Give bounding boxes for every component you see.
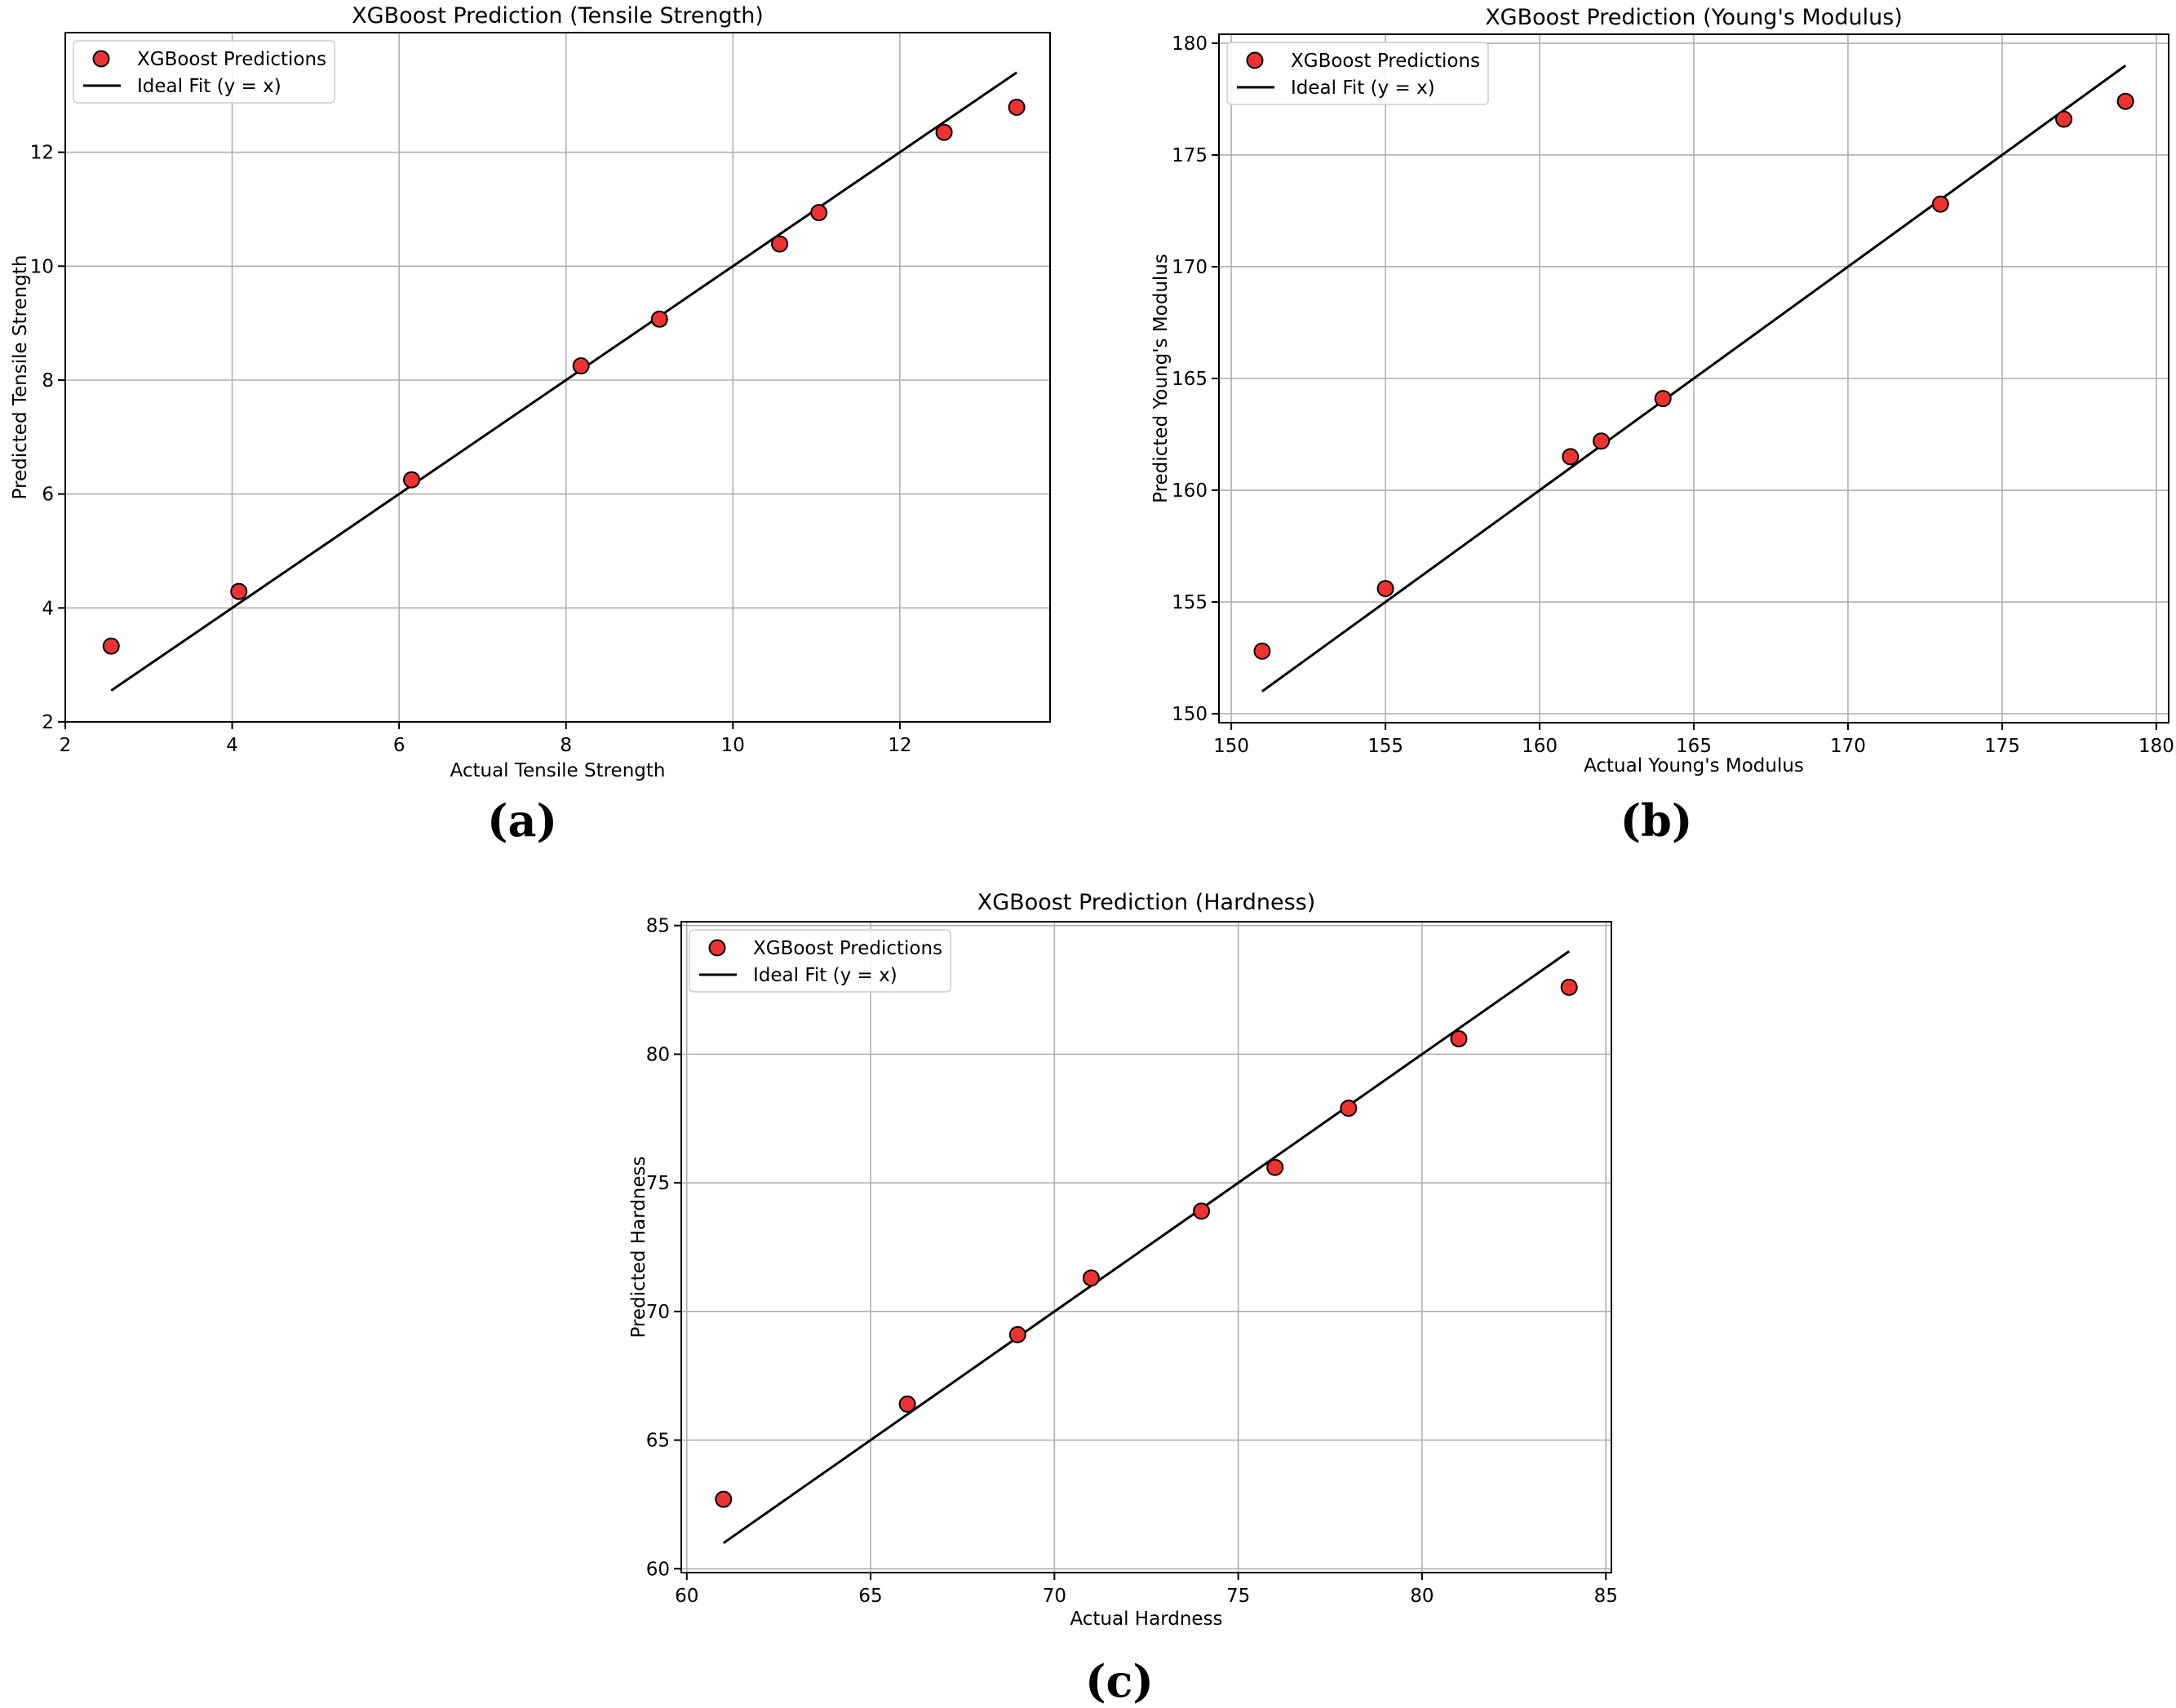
legend: [689, 929, 951, 993]
y-tick-label: 175: [1172, 145, 1208, 166]
legend: [1226, 42, 1489, 105]
x-tick-label: 160: [1522, 736, 1558, 757]
x-tick-label: 2: [60, 735, 72, 756]
data-point: [1593, 432, 1611, 450]
x-tick-label: 4: [226, 735, 238, 756]
x-axis-label: Actual Tensile Strength: [450, 760, 666, 781]
panel-label: (c): [1085, 1655, 1154, 1707]
legend-label-points: XGBoost Predictions: [1291, 51, 1480, 72]
x-tick-label: 60: [675, 1586, 698, 1607]
y-tick-label: 12: [30, 143, 54, 164]
panel-label: (b): [1620, 794, 1693, 847]
x-tick-label: 150: [1213, 736, 1249, 757]
x-tick-label: 80: [1410, 1586, 1434, 1607]
chart-panel-a: 2 4 6 8 10 12 2 4 6 8 10 12 XGBoost Prediction (Tens…: [10, 3, 1051, 847]
legend-marker-points: [1246, 51, 1264, 69]
data-point: [650, 310, 668, 328]
data-point: [1450, 1030, 1468, 1048]
y-tick-label: 2: [42, 712, 54, 733]
chart-panel-b: 150 155 160 165 170 175 180 150 155 160 165 170 175 1…: [1150, 5, 2174, 847]
data-point: [715, 1490, 733, 1508]
x-tick-label: 180: [2138, 736, 2174, 757]
y-axis-label: Predicted Hardness: [628, 1156, 649, 1338]
x-tick-label: 155: [1367, 736, 1403, 757]
data-point: [1008, 98, 1026, 116]
data-point: [102, 637, 120, 655]
legend-label-line: Ideal Fit (y = x): [753, 965, 897, 986]
y-tick-label: 85: [646, 916, 670, 937]
y-tick-label: 8: [42, 370, 54, 392]
y-tick-label: 160: [1172, 480, 1208, 502]
data-point: [1562, 448, 1580, 466]
x-axis-label: Actual Hardness: [1070, 1608, 1222, 1630]
legend-label-line: Ideal Fit (y = x): [137, 76, 281, 97]
chart-title: XGBoost Prediction (Hardness): [977, 890, 1315, 915]
chart-title: XGBoost Prediction (Young's Modulus): [1485, 5, 1903, 30]
data-point: [1082, 1269, 1100, 1287]
y-tick-label: 180: [1172, 33, 1208, 55]
y-tick-label: 70: [646, 1302, 670, 1323]
data-point: [1340, 1100, 1358, 1117]
x-tick-label: 175: [1984, 736, 2020, 757]
y-tick-label: 10: [30, 256, 54, 277]
panel-label: (a): [487, 794, 557, 847]
ideal-fit-line: [722, 950, 1571, 1544]
x-tick-label: 12: [888, 735, 911, 756]
data-point: [230, 582, 248, 600]
ideal-fit-line: [1261, 64, 2126, 692]
y-tick-label: 170: [1172, 257, 1208, 278]
data-point: [898, 1395, 916, 1413]
y-tick-label: 165: [1172, 369, 1208, 390]
y-tick-label: 155: [1172, 592, 1208, 613]
plot-frame: [64, 32, 1051, 723]
data-point: [935, 123, 953, 141]
data-point: [402, 471, 420, 489]
x-axis-label: Actual Young's Modulus: [1584, 755, 1804, 777]
x-tick-label: 170: [1830, 736, 1866, 757]
y-tick-label: 60: [646, 1559, 670, 1580]
legend-label-line: Ideal Fit (y = x): [1291, 77, 1435, 99]
x-tick-label: 10: [721, 735, 745, 756]
x-tick-label: 65: [858, 1586, 882, 1607]
y-tick-label: 65: [646, 1431, 670, 1452]
x-tick-label: 85: [1594, 1586, 1618, 1607]
data-point: [771, 235, 789, 253]
chart-panel-c: 60 65 70 75 80 85 60 65 70 75 80 85 XGBoost Predicti…: [628, 890, 1618, 1707]
x-tick-label: 70: [1043, 1586, 1066, 1607]
legend-label-points: XGBoost Predictions: [137, 49, 326, 70]
y-tick-label: 6: [42, 485, 54, 506]
x-tick-label: 6: [393, 735, 406, 756]
plot-frame: [680, 921, 1612, 1573]
data-point: [1193, 1202, 1211, 1220]
data-point: [1008, 1325, 1026, 1343]
y-axis-label: Predicted Young's Modulus: [1150, 254, 1172, 503]
data-point: [1266, 1158, 1284, 1176]
x-tick-label: 75: [1226, 1586, 1250, 1607]
data-point: [1654, 390, 1672, 408]
x-tick-label: 165: [1676, 736, 1712, 757]
y-tick-label: 4: [42, 598, 54, 619]
data-point: [1376, 580, 1394, 598]
data-point: [2055, 110, 2073, 128]
data-point: [1560, 978, 1578, 996]
y-axis-label: Predicted Tensile Strength: [10, 255, 31, 500]
y-tick-label: 150: [1172, 704, 1208, 725]
ideal-fit-line: [110, 71, 1017, 692]
x-tick-label: 8: [560, 735, 572, 756]
legend-marker-points: [92, 50, 110, 68]
data-point: [810, 204, 828, 222]
data-point: [2116, 92, 2134, 110]
legend-label-points: XGBoost Predictions: [753, 938, 942, 959]
y-tick-label: 75: [646, 1173, 670, 1194]
data-point: [1931, 195, 1949, 213]
chart-title: XGBoost Prediction (Tensile Strength): [352, 3, 764, 29]
data-point: [1253, 642, 1271, 660]
data-point: [572, 357, 590, 375]
legend: [73, 40, 335, 104]
legend-marker-points: [708, 939, 726, 957]
y-tick-label: 80: [646, 1044, 670, 1065]
